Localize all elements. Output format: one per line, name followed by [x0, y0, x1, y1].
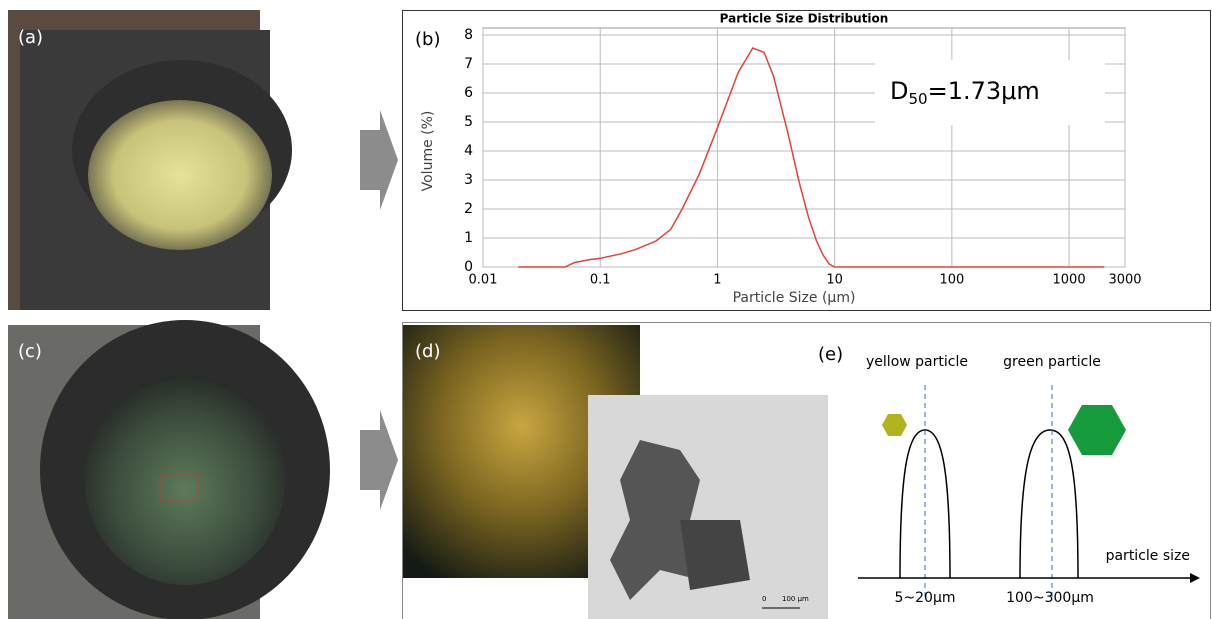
x-tick-label: 3000 — [1108, 273, 1141, 288]
diagram-label: green particle — [1003, 354, 1101, 370]
annotation-part: 50 — [908, 90, 927, 108]
x-tick-label: 1 — [713, 273, 721, 288]
y-tick-label: 7 — [464, 56, 473, 72]
photo-a — [8, 10, 292, 310]
y-tick-label: 5 — [464, 114, 473, 130]
photo-c — [8, 320, 330, 619]
x-tick-label: 0.1 — [590, 273, 611, 288]
scale-label: 100 μm — [782, 595, 809, 603]
micrograph — [588, 395, 828, 619]
x-tick-label: 100 — [939, 273, 964, 288]
y-tick-label: 3 — [464, 172, 473, 188]
panel-label: (c) — [18, 341, 42, 362]
annotation-part: =1.73μm — [928, 77, 1040, 105]
scale-label: 0 — [762, 595, 766, 603]
x-axis-label: Particle Size (μm) — [733, 290, 856, 306]
y-tick-label: 8 — [464, 27, 473, 43]
y-tick-label: 4 — [464, 143, 473, 159]
figure: (a) (b) Particle Size Distribution 0 1 2 3 4 5… — [0, 0, 1212, 619]
range-label: 100~300μm — [1006, 590, 1094, 606]
y-tick-label: 6 — [464, 85, 473, 101]
panel-label: (a) — [18, 27, 43, 48]
panel-label: (d) — [415, 341, 440, 362]
annotation-part: D — [890, 77, 908, 105]
x-tick-label: 1000 — [1053, 273, 1086, 288]
range-label: 5~20μm — [895, 590, 956, 606]
axis-label: particle size — [1106, 548, 1190, 564]
panel-label: (e) — [818, 344, 843, 365]
y-tick-label: 2 — [464, 201, 473, 217]
x-tick-label: 10 — [826, 273, 843, 288]
arrow — [360, 410, 398, 510]
y-tick-label: 1 — [464, 230, 473, 246]
y-axis-label: Volume (%) — [420, 111, 436, 192]
diagram-label: yellow particle — [866, 354, 968, 370]
panel-frame — [403, 11, 1211, 311]
panel-label: (b) — [415, 29, 440, 50]
chart-title: Particle Size Distribution — [720, 12, 889, 26]
x-tick-label: 0.01 — [469, 273, 498, 288]
arrow — [360, 110, 398, 210]
